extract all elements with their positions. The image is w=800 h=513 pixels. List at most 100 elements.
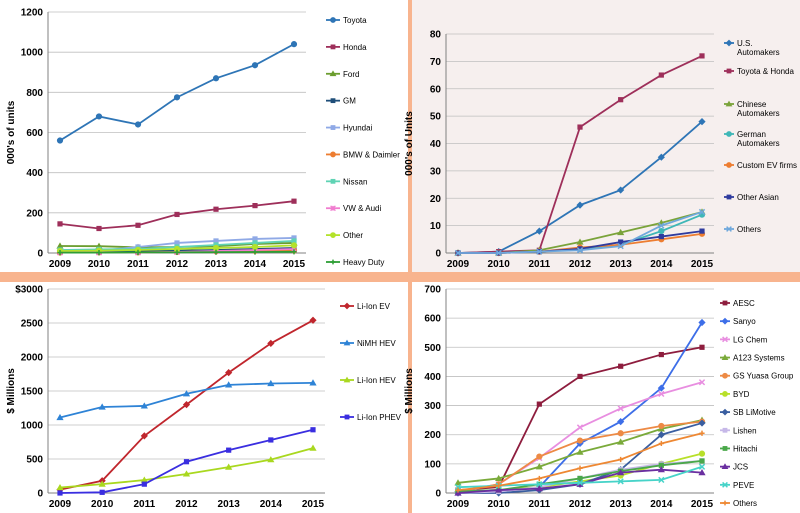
y-tick-label: 100	[424, 459, 441, 470]
marker-triangle	[182, 470, 191, 477]
series-7	[454, 208, 706, 257]
y-tick-label: 1000	[21, 421, 44, 432]
marker-square	[722, 427, 728, 433]
marker-square	[330, 44, 336, 50]
marker-plus	[658, 440, 664, 447]
y-tick-label: 300	[424, 401, 441, 412]
y-tick-label: 30	[430, 166, 442, 177]
marker-square	[268, 437, 274, 443]
x-tick-label: 2010	[488, 499, 511, 510]
marker-diamond	[657, 431, 665, 439]
y-tick-label: 400	[424, 372, 441, 383]
marker-triangle	[225, 381, 233, 388]
marker-diamond	[535, 227, 543, 235]
marker-diamond	[343, 302, 351, 310]
marker-square	[57, 490, 63, 496]
x-tick-label: 2010	[91, 499, 114, 510]
marker-square	[722, 446, 728, 451]
legend-label: Hyundai	[343, 124, 373, 133]
x-tick-label: 2014	[650, 259, 673, 270]
marker-triangle	[140, 476, 148, 483]
marker-triangle	[454, 479, 462, 486]
y-tick-label: 1000	[21, 48, 44, 59]
y-axis-label: 000's of units	[6, 100, 17, 164]
legend-label: GM	[343, 97, 356, 106]
legend-label: LG Chem	[733, 335, 768, 344]
chart-2: 0 10 20 30 40 50 60 70 80 2009 2010 2011 2012 2013 201…	[404, 0, 800, 272]
marker-triangle	[56, 242, 64, 249]
marker-square	[330, 98, 336, 104]
legend-label: Heavy Duty	[343, 258, 384, 267]
marker-plus	[252, 249, 258, 255]
marker-square	[577, 475, 583, 482]
legend-label: Sanyo	[733, 317, 756, 326]
legend-label: Honda	[343, 43, 367, 52]
marker-diamond	[698, 419, 706, 427]
x-tick-label: 2013	[205, 259, 228, 270]
marker-circle	[95, 113, 103, 120]
chart-panel	[412, 0, 800, 272]
legend: AESC Sanyo LG Chem A123 Systems GS Yuasa Gro…	[720, 299, 794, 508]
legend-label: Li-Ion EV	[357, 302, 391, 311]
series-4	[57, 427, 316, 496]
marker-plus	[135, 249, 141, 255]
marker-x	[576, 424, 584, 431]
marker-square	[252, 203, 258, 209]
marker-square	[658, 351, 664, 358]
marker-square	[699, 458, 705, 464]
marker-star	[330, 205, 336, 212]
marker-diamond	[576, 201, 584, 209]
marker-triangle	[495, 474, 503, 482]
marker-circle	[330, 151, 336, 158]
marker-square	[618, 363, 624, 369]
marker-triangle	[617, 438, 625, 445]
y-tick-label: 40	[430, 139, 442, 150]
x-tick-label: 2009	[447, 259, 470, 270]
chart-panel	[0, 282, 408, 513]
marker-square	[577, 124, 583, 130]
marker-triangle	[721, 354, 729, 360]
x-tick-label: 2009	[49, 499, 72, 510]
y-tick-label: 20	[430, 194, 442, 205]
marker-x	[658, 476, 665, 484]
chart-3: 0 500 1000 1500 2000 2500 $3000 2009 2010 2011 201…	[0, 282, 408, 513]
marker-circle	[576, 437, 584, 444]
legend-label: BYD	[733, 390, 750, 399]
marker-square	[577, 373, 583, 380]
marker-diamond	[182, 401, 191, 409]
marker-circle	[698, 450, 706, 457]
marker-x	[658, 222, 665, 229]
marker-triangle	[98, 480, 106, 487]
marker-plus	[455, 487, 461, 493]
y-tick-label: 1200	[21, 8, 44, 19]
marker-triangle	[56, 413, 64, 421]
marker-x	[617, 478, 624, 485]
x-tick-label: 2009	[49, 259, 72, 270]
marker-diamond	[698, 318, 706, 327]
marker-plus	[618, 456, 624, 463]
marker-circle	[722, 391, 728, 397]
x-tick-label: 2010	[88, 259, 111, 270]
legend-label: BMW & Daimler	[343, 150, 400, 159]
marker-triangle	[617, 228, 625, 236]
marker-square	[658, 72, 664, 78]
marker-plus	[577, 465, 583, 471]
legend-label: Ford	[343, 70, 359, 79]
x-tick-label: 2012	[569, 259, 592, 270]
marker-triangle	[56, 483, 64, 491]
marker-diamond	[657, 153, 665, 161]
marker-square	[174, 211, 180, 218]
marker-square	[699, 344, 705, 350]
marker-square	[726, 68, 732, 74]
marker-square	[699, 53, 705, 59]
y-tick-label: 500	[26, 455, 43, 466]
marker-plus	[722, 500, 728, 506]
x-tick-label: 2013	[610, 499, 633, 510]
marker-circle	[290, 41, 298, 48]
legend-label: JCS	[733, 463, 748, 472]
marker-square	[577, 246, 583, 252]
marker-plus	[291, 249, 297, 255]
y-tick-label: 600	[424, 314, 441, 325]
y-tick-label: 0	[37, 489, 43, 500]
